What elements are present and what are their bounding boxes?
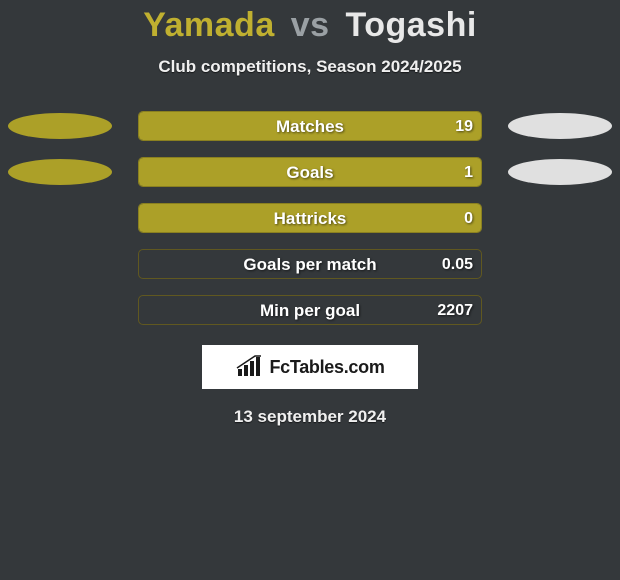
- stat-bar: Goals per match 0.05: [138, 249, 482, 279]
- player1-marker: [8, 159, 112, 185]
- stat-label: Goals per match: [139, 250, 481, 278]
- vs-separator: vs: [291, 6, 330, 44]
- stat-bar-fill: [139, 158, 481, 186]
- stat-row: Matches 19: [0, 111, 620, 141]
- stat-bar: Matches 19: [138, 111, 482, 141]
- stat-value: 0.05: [442, 250, 473, 278]
- stat-row: Goals 1: [0, 157, 620, 187]
- stat-bar: Goals 1: [138, 157, 482, 187]
- stat-value: 2207: [437, 296, 473, 324]
- stat-bar-fill: [139, 112, 481, 140]
- subtitle: Club competitions, Season 2024/2025: [0, 57, 620, 77]
- player2-name: Togashi: [345, 6, 476, 44]
- footer-date: 13 september 2024: [0, 407, 620, 427]
- stat-bar-fill: [139, 204, 481, 232]
- player1-marker: [8, 113, 112, 139]
- stat-bar: Min per goal 2207: [138, 295, 482, 325]
- brand-logo: FcTables.com: [202, 345, 418, 389]
- player2-marker: [508, 159, 612, 185]
- page-title: Yamada vs Togashi: [0, 6, 620, 45]
- stats-rows: Matches 19 Goals 1 Hattricks 0: [0, 111, 620, 325]
- player1-name: Yamada: [143, 6, 275, 44]
- stat-bar: Hattricks 0: [138, 203, 482, 233]
- brand-text: FcTables.com: [269, 357, 384, 378]
- player2-marker: [508, 113, 612, 139]
- stat-row: Goals per match 0.05: [0, 249, 620, 279]
- stat-row: Min per goal 2207: [0, 295, 620, 325]
- comparison-card: Yamada vs Togashi Club competitions, Sea…: [0, 0, 620, 580]
- bar-chart-icon: [235, 355, 263, 379]
- stat-row: Hattricks 0: [0, 203, 620, 233]
- stat-label: Min per goal: [139, 296, 481, 324]
